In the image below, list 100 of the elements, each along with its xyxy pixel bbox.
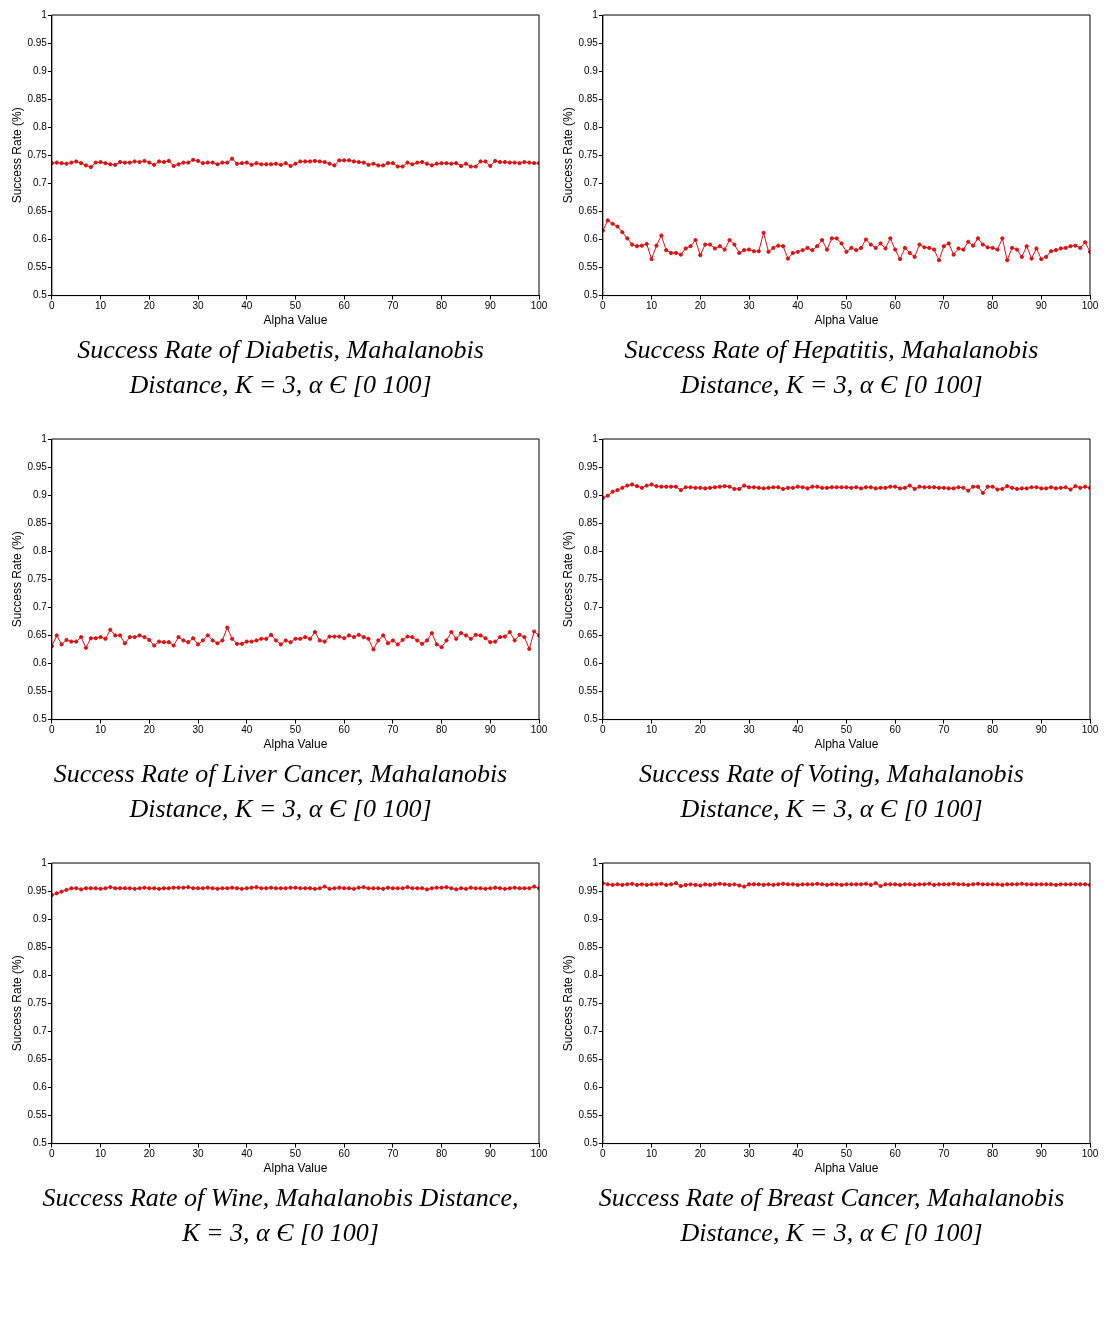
x-tick-label: 50 [289,1148,302,1160]
y-tick-label: 0.8 [32,120,48,132]
y-tick-label: 0.5 [32,1137,48,1149]
y-tick-label: 0.65 [27,1053,48,1065]
y-tick-label: 0.9 [32,488,48,500]
text: Success Rate of Diabetis, Mahalanobis Distance, K = 3, α Є [0 100] [76,334,485,401]
y-tick-label: 0.95 [27,460,48,472]
x-tick-label: 60 [338,1148,351,1160]
x-tick-label: 30 [192,724,204,736]
x-tick-label: 20 [143,1148,156,1160]
y-tick-label: 0.5 [32,289,48,301]
y-tick-label: 0.55 [578,261,599,273]
y-tick-label: 0.6 [32,657,48,669]
x-tick-label: 0 [49,300,56,312]
y-tick-label: 0.85 [578,516,599,528]
x-tick-label: 90 [1035,300,1048,312]
x-tick-label: 30 [192,300,204,312]
text: Success Rate of Breast Cancer, Mahalanobis Distance, K = 3, α Є [0 100] [597,1182,1066,1249]
x-tick-label: 30 [743,724,755,736]
x-tick-label: 90 [1035,724,1048,736]
x-tick-label: 50 [289,724,302,736]
x-tick-label: 10 [646,300,658,312]
x-tick-label: 100 [530,300,548,312]
x-tick-label: 70 [387,300,399,312]
y-tick-label: 0.95 [578,884,599,896]
x-tick-label: 60 [338,724,351,736]
x-tick-label: 40 [241,1148,253,1160]
y-tick-label: 0.85 [27,516,48,528]
y-tick-label: 0.65 [578,205,599,217]
x-tick-label: 10 [95,300,107,312]
y-tick-label: 0.65 [578,1053,599,1065]
y-tick-label: 0.5 [583,713,599,725]
x-tick-label: 100 [530,1148,548,1160]
y-tick-label: 0.55 [578,685,599,697]
y-tick-label: 0.85 [27,940,48,952]
y-tick-label: 0.8 [583,968,599,980]
y-tick-label: 0.75 [27,573,48,585]
x-tick-label: 40 [792,1148,804,1160]
y-tick-label: 0.6 [32,1081,48,1093]
x-tick-label: 0 [49,724,56,736]
x-tick-label: 10 [95,1148,107,1160]
x-tick-label: 40 [792,300,804,312]
x-axis-title: Alpha Value [263,737,328,752]
x-tick-label: 60 [338,300,351,312]
x-tick-label: 70 [387,724,399,736]
y-tick-label: 0.75 [27,149,48,161]
x-tick-label: 30 [743,300,755,312]
x-tick-label: 100 [1081,300,1099,312]
y-tick-label: 0.55 [27,685,48,697]
x-tick-label: 100 [1081,724,1099,736]
x-tick-label: 70 [938,1148,950,1160]
y-tick-label: 0.75 [578,149,599,161]
x-axis-title: Alpha Value [263,313,328,328]
x-tick-label: 60 [889,300,902,312]
y-tick-label: 1 [592,856,599,868]
x-tick-label: 20 [143,724,156,736]
y-tick-label: 0.8 [583,544,599,556]
y-tick-label: 0.95 [578,460,599,472]
y-axis-title: Success Rate (%) [9,955,24,1052]
x-tick-label: 0 [600,1148,607,1160]
x-tick-label: 20 [143,300,156,312]
y-tick-label: 0.9 [583,912,599,924]
x-tick-label: 40 [792,724,804,736]
y-tick-label: 0.85 [578,940,599,952]
x-tick-label: 60 [889,1148,902,1160]
x-tick-label: 30 [192,1148,204,1160]
y-tick-label: 0.8 [583,120,599,132]
x-tick-label: 90 [1035,1148,1048,1160]
x-tick-label: 80 [436,300,448,312]
x-tick-label: 50 [289,300,302,312]
y-tick-label: 0.9 [32,64,48,76]
y-tick-label: 1 [41,856,48,868]
y-tick-label: 0.7 [583,1025,599,1037]
y-tick-label: 0.8 [32,968,48,980]
y-tick-label: 0.6 [583,1081,599,1093]
y-tick-label: 0.55 [578,1109,599,1121]
y-tick-label: 0.95 [27,884,48,896]
y-tick-label: 1 [592,432,599,444]
x-tick-label: 50 [840,724,853,736]
x-tick-label: 80 [987,724,999,736]
x-tick-label: 80 [436,724,448,736]
x-tick-label: 0 [600,300,607,312]
y-tick-label: 0.85 [27,92,48,104]
x-tick-label: 90 [484,300,497,312]
y-tick-label: 0.55 [27,261,48,273]
y-tick-label: 1 [41,8,48,20]
y-tick-label: 0.65 [578,629,599,641]
y-tick-label: 0.5 [583,289,599,301]
y-tick-label: 0.7 [32,601,48,613]
y-tick-label: 0.6 [32,233,48,245]
x-tick-label: 70 [387,1148,399,1160]
x-tick-label: 10 [646,724,658,736]
y-tick-label: 0.75 [27,997,48,1009]
x-tick-label: 10 [95,724,107,736]
y-tick-label: 1 [592,8,599,20]
x-tick-label: 90 [484,724,497,736]
y-tick-label: 0.6 [583,233,599,245]
y-axis-title: Success Rate (%) [9,107,24,204]
x-tick-label: 100 [530,724,548,736]
y-tick-label: 0.75 [578,573,599,585]
